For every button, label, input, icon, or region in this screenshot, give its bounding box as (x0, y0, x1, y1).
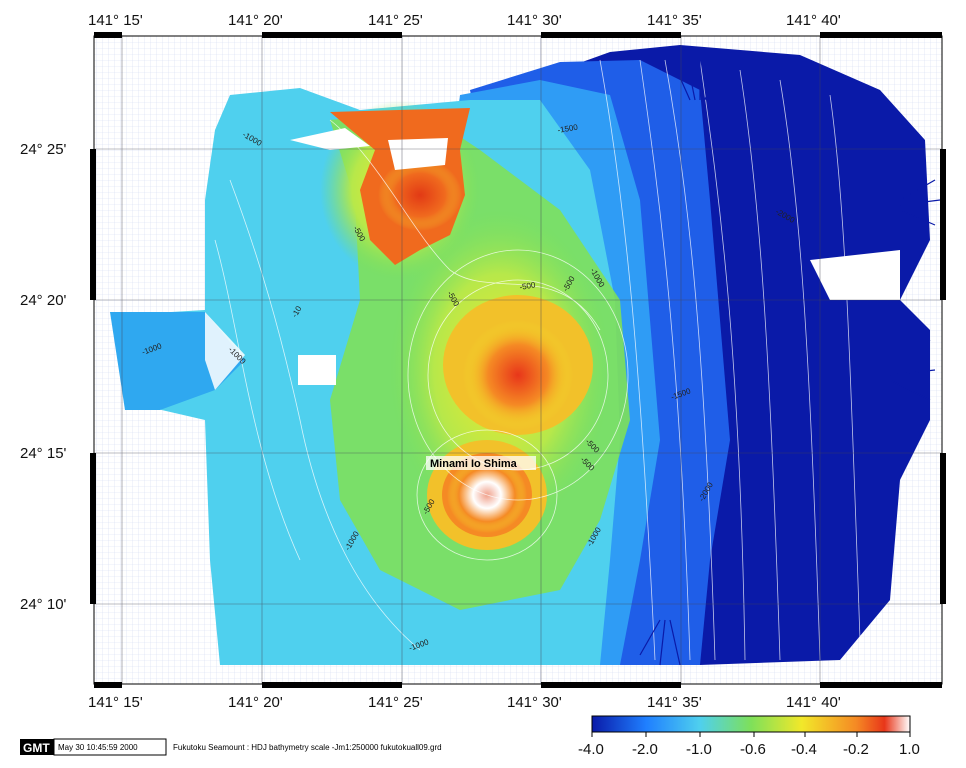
map-area: -1000 -500 -1500 -2000 -500 -500 -500 -1… (94, 36, 942, 684)
lon-tick-label: 141° 40' (786, 694, 841, 711)
nodata-west (298, 355, 336, 385)
gmt-badge (20, 739, 54, 755)
color-scale-label: 1.0 (899, 741, 920, 758)
map-frame (90, 32, 946, 688)
lon-tick-label: 141° 20' (228, 694, 283, 711)
color-scale: -4.0 -2.0 -1.0 -0.6 -0.4 -0.2 1.0 (578, 715, 920, 758)
survey-fans (639, 48, 941, 666)
color-scale-label: -0.4 (791, 741, 817, 758)
color-scale-label: -4.0 (578, 741, 604, 758)
contour-lines (214, 59, 861, 661)
lon-tick-label: 141° 35' (647, 694, 702, 711)
timestamp-box (53, 738, 167, 756)
lon-tick-label: 141° 15' (88, 12, 143, 29)
lon-tick-label: 141° 35' (647, 12, 702, 29)
nodata-north-2 (388, 138, 448, 170)
lat-tick-label: 24° 10' (20, 596, 67, 613)
color-scale-label: -0.2 (843, 741, 869, 758)
lon-tick-label: 141° 25' (368, 694, 423, 711)
color-scale-label: -2.0 (632, 741, 658, 758)
lat-tick-label: 24° 25' (20, 141, 67, 158)
gmt-timestamp-stamp: GMT May 30 10:45:59 2000 Fukutoku Seamou… (20, 738, 442, 756)
lon-tick-label: 141° 20' (228, 12, 283, 29)
lon-ticks-top: 141° 15' 141° 20' 141° 25' 141° 30' 141°… (88, 12, 841, 29)
nodata-west-gap (205, 312, 245, 390)
lon-tick-label: 141° 15' (88, 694, 143, 711)
gmt-command-text: Fukutoku Seamount : HDJ bathymetry scale… (173, 743, 442, 752)
central-summit (463, 320, 573, 430)
lon-tick-label: 141° 30' (507, 694, 562, 711)
lon-tick-label: 141° 25' (368, 12, 423, 29)
timestamp-text: May 30 10:45:59 2000 (58, 743, 138, 752)
nodata-north (290, 128, 370, 150)
color-scale-label: -1.0 (686, 741, 712, 758)
contour-label: -500 (519, 280, 537, 292)
lat-tick-label: 24° 20' (20, 292, 67, 309)
nodata-east (810, 250, 900, 300)
contour-label: -1500 (557, 122, 579, 135)
lon-tick-label: 141° 40' (786, 12, 841, 29)
lat-tick-label: 24° 15' (20, 445, 67, 462)
gmt-badge-label: GMT (23, 741, 50, 755)
island-label-box (426, 456, 536, 470)
northern-peak (378, 159, 462, 231)
color-scale-label: -0.6 (740, 741, 766, 758)
color-scale-bar (591, 715, 911, 733)
lat-ticks: 24° 25' 24° 20' 24° 15' 24° 10' (20, 141, 67, 613)
lon-ticks-bottom: 141° 15' 141° 20' 141° 25' 141° 30' 141°… (88, 694, 841, 711)
island-label: Minami Io Shima (430, 458, 518, 470)
lon-tick-label: 141° 30' (507, 12, 562, 29)
graticule (94, 36, 942, 684)
